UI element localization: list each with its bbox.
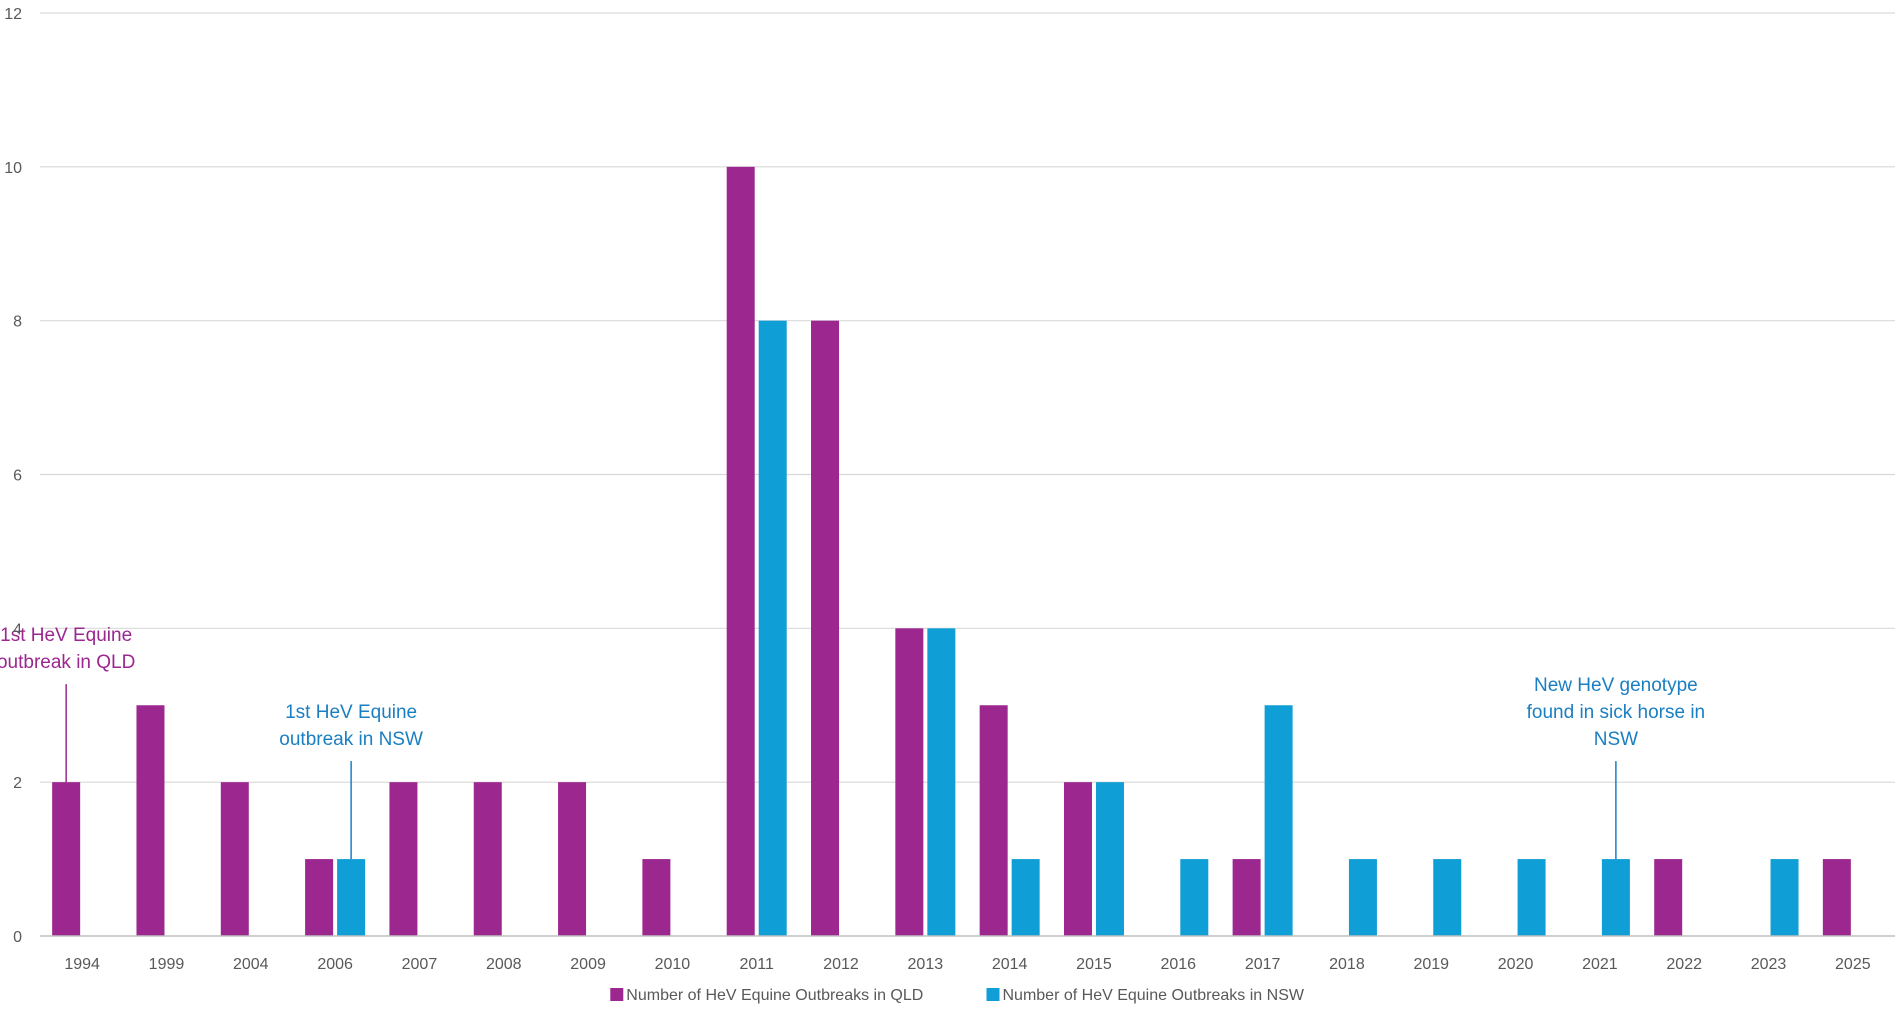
y-tick-label: 12: [4, 6, 22, 23]
x-tick-label: 2013: [908, 956, 944, 973]
legend-swatch: [610, 988, 624, 1001]
bar-qld-2008: [473, 782, 502, 936]
bar-qld-2010: [642, 859, 671, 936]
x-tick-label: 2008: [486, 956, 522, 973]
bar-qld-2025: [1822, 859, 1851, 936]
y-tick-label: 0: [13, 929, 22, 946]
gridlines: [40, 12, 1895, 783]
annotation-text: 1st HeV Equine outbreak in QLD: [0, 625, 135, 673]
bar-qld-2009: [558, 782, 587, 936]
y-tick-label: 4: [13, 621, 22, 638]
annotation-text: 1st HeV Equine outbreak in NSW: [279, 702, 423, 750]
bar-nsw-2014: [1011, 859, 1040, 936]
annotation-line: outbreak in QLD: [0, 652, 135, 673]
bar-nsw-2006: [337, 859, 366, 936]
x-tick-label: 2025: [1835, 956, 1871, 973]
legend-label: Number of HeV Equine Outbreaks in QLD: [626, 987, 923, 1004]
x-tick-label: 2009: [570, 956, 606, 973]
bar-nsw-2017: [1264, 705, 1293, 936]
y-tick-label: 8: [13, 314, 22, 331]
legend-swatch: [986, 988, 1000, 1001]
bar-nsw-2015: [1095, 782, 1124, 936]
axes: 0 2 4 6 8 10 12 1994 1999 2004 2006 2007 2008 2009 201…: [4, 6, 1895, 973]
bar-qld-2013: [895, 628, 924, 936]
bar-nsw-2023: [1770, 859, 1799, 936]
bar-qld-2004: [220, 782, 249, 936]
x-tick-label: 2020: [1498, 956, 1534, 973]
x-tick-label: 2012: [823, 956, 859, 973]
bar-qld-2015: [1063, 782, 1092, 936]
bar-nsw-2016: [1180, 859, 1209, 936]
x-tick-label: 2010: [655, 956, 691, 973]
x-tick-label: 2017: [1245, 956, 1281, 973]
bars: [52, 166, 1851, 937]
x-tick-label: 2016: [1160, 956, 1196, 973]
annotation-line: 1st HeV Equine: [285, 702, 417, 723]
x-tick-label: 1994: [64, 956, 100, 973]
x-tick-label: 2014: [992, 956, 1028, 973]
bar-qld-2014: [979, 705, 1008, 936]
bar-qld-2022: [1654, 859, 1683, 936]
bar-nsw-2020: [1517, 859, 1546, 936]
annotation-line: outbreak in NSW: [279, 729, 423, 750]
bar-nsw-2018: [1348, 859, 1377, 936]
bar-nsw-2021: [1601, 859, 1630, 936]
x-tick-label: 2019: [1413, 956, 1449, 973]
bar-nsw-2013: [927, 628, 956, 936]
x-tick-label: 2006: [317, 956, 353, 973]
bar-qld-2007: [389, 782, 418, 936]
annotation-line: New HeV genotype: [1534, 675, 1698, 696]
y-tick-label: 2: [13, 775, 22, 792]
x-tick-label: 2011: [740, 956, 775, 973]
bar-nsw-2019: [1433, 859, 1462, 936]
bar-qld-2012: [811, 320, 840, 937]
x-tick-label: 2018: [1329, 956, 1365, 973]
bar-qld-2006: [305, 859, 334, 936]
x-tick-label: 2007: [402, 956, 438, 973]
x-tick-label: 2015: [1076, 956, 1112, 973]
x-tick-label: 2023: [1751, 956, 1787, 973]
y-tick-label: 10: [4, 160, 22, 177]
y-tick-label: 6: [13, 468, 22, 485]
x-tick-label: 2004: [233, 956, 269, 973]
annotation-line: NSW: [1594, 729, 1638, 750]
bar-qld-2017: [1232, 859, 1261, 936]
bar-qld-1999: [136, 705, 165, 936]
bar-qld-2011: [726, 166, 755, 937]
bar-nsw-2011: [758, 320, 787, 937]
annotation-line: 1st HeV Equine: [0, 625, 132, 646]
legend-label: Number of HeV Equine Outbreaks in NSW: [1003, 987, 1305, 1004]
x-tick-label: 2022: [1666, 956, 1702, 973]
bar-qld-1994: [52, 782, 81, 936]
annotation-line: found in sick horse in: [1527, 702, 1706, 723]
x-tick-label: 1999: [149, 956, 185, 973]
legend: Number of HeV Equine Outbreaks in QLD Num…: [610, 987, 1305, 1004]
x-tick-label: 2021: [1582, 956, 1618, 973]
annotation-text: New HeV genotype found in sick horse in NS…: [1527, 675, 1706, 750]
